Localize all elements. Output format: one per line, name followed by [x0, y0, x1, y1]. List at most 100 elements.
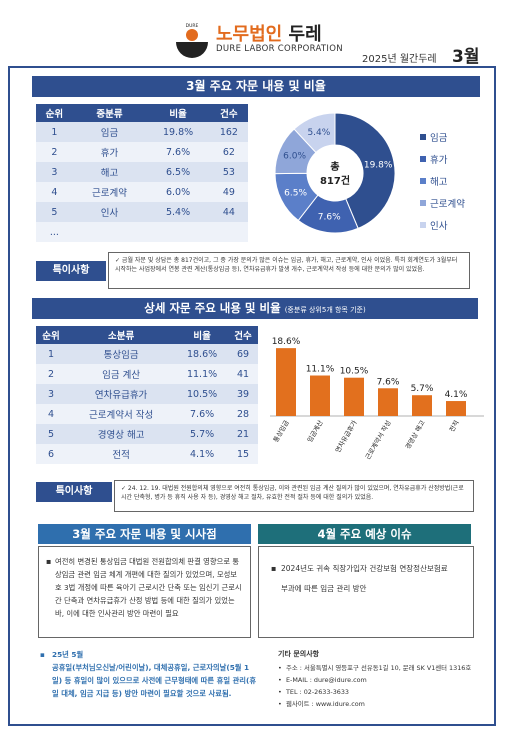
special-note-label-1: 특이사항 — [36, 261, 106, 281]
section3-title: 3월 주요 자문 내용 및 시사점 — [38, 524, 251, 544]
bar-data-label: 11.1% — [306, 365, 335, 375]
section2-title: 상세 자문 주요 내용 및 비율 (중분류 상위5개 항목 기준) — [32, 298, 478, 319]
special-note-text-2: ✓ 24. 12. 19. 대법원 전원합의체 영향으로 여전히 통상임금, 이… — [114, 480, 474, 512]
table-row: 2 휴가 7.6% 62 — [36, 142, 248, 162]
table-cell: 2 — [36, 142, 73, 162]
table-cell: 7.6% — [176, 404, 228, 424]
table-row: 3 연차유급휴가 10.5% 39 — [36, 384, 258, 404]
bar — [446, 401, 466, 416]
table-cell: 39 — [227, 384, 258, 404]
table-cell: 44 — [209, 202, 248, 222]
section4-box: ▪ 2024년도 귀속 직장가입자 건강보험 연장정산보험료 부과에 따른 임금… — [258, 546, 474, 638]
legend-label: 인사 — [430, 221, 448, 232]
table-cell: 근로계약 — [72, 182, 147, 202]
table-cell: 경영상 해고 — [66, 424, 177, 444]
table-cell: 1 — [36, 344, 66, 364]
contact-tel: TEL : 02-2633-3633 — [278, 686, 471, 698]
donut-data-label: 6.5% — [284, 189, 307, 199]
table-row: 4 근로계약 6.0% 49 — [36, 182, 248, 202]
section3-body: 여전히 변경된 통상임금 대법원 전원합의체 판결 영향으로 통상임금 관련 임… — [55, 557, 242, 618]
contact-info: 기타 문의사항 주소 : 서울특별시 영등포구 선유동1길 10, 문래 SK … — [278, 648, 471, 710]
table-cell: 6.5% — [146, 162, 210, 182]
table-cell: 6 — [36, 444, 66, 464]
donut-center-total: 817건 — [320, 174, 350, 187]
table-cell: 해고 — [72, 162, 147, 182]
table-cell: 10.5% — [176, 384, 228, 404]
table-cell: 통상임금 — [66, 344, 177, 364]
table-cell: 5 — [36, 424, 66, 444]
donut-slice — [293, 112, 336, 154]
table-cell: 3 — [36, 162, 73, 182]
table-cell: 19.8% — [146, 122, 210, 142]
bar-data-label: 10.5% — [340, 367, 369, 377]
section4-line1: 2024년도 귀속 직장가입자 건강보험 연장정산보험료 — [281, 564, 448, 573]
table-row: 6 전적 4.1% 15 — [36, 444, 258, 464]
table-cell: 7.6% — [146, 142, 210, 162]
table-row: 4 근로계약서 작성 7.6% 28 — [36, 404, 258, 424]
table-cell: 6.0% — [146, 182, 210, 202]
detail-table-header: 순위 — [36, 326, 66, 344]
table-cell: 2 — [36, 364, 66, 384]
x-tick-label: 근로계약서 작성 — [363, 418, 393, 461]
legend-item: 휴가 — [420, 148, 465, 170]
table-cell: 임금 — [72, 122, 147, 142]
section4-line2: 부과에 따른 임금 관리 방안 — [281, 584, 367, 593]
holiday-title: 25년 5월 — [52, 650, 84, 659]
bullet-icon: ▪ — [46, 557, 52, 566]
donut-slice — [334, 112, 396, 230]
table-cell: 5.7% — [176, 424, 228, 444]
logo-word: DURE — [186, 23, 199, 29]
holiday-body: 공휴일(부처님오신날/어린이날), 대체공휴일, 근로자의날(5월 1일) 등 … — [52, 663, 257, 698]
legend-swatch — [420, 200, 426, 206]
table-cell — [72, 222, 147, 242]
table-cell: 28 — [227, 404, 258, 424]
bar-data-label: 7.6% — [377, 377, 400, 387]
issue-month: 3월 — [452, 47, 480, 67]
table-cell: 5 — [36, 202, 73, 222]
legend-swatch — [420, 222, 426, 228]
table-cell: 62 — [209, 142, 248, 162]
legend-item: 인사 — [420, 214, 465, 236]
table-cell: ... — [36, 222, 73, 242]
table-cell: 53 — [209, 162, 248, 182]
bar-data-label: 5.7% — [411, 384, 434, 394]
legend-swatch — [420, 134, 426, 140]
bullet-icon: ▪ — [271, 564, 277, 573]
consult-table-header: 비율 — [146, 104, 210, 122]
consult-table-header: 건수 — [209, 104, 248, 122]
bar — [412, 395, 432, 416]
legend-label: 근로계약 — [430, 199, 465, 210]
table-row: 5 경영상 해고 5.7% 21 — [36, 424, 258, 444]
bar-data-label: 4.1% — [445, 390, 468, 400]
x-tick-label: 연차유급휴가 — [333, 418, 359, 454]
table-cell: 전적 — [66, 444, 177, 464]
legend-swatch — [420, 156, 426, 162]
table-row: 5 인사 5.4% 44 — [36, 202, 248, 222]
table-cell: 연차유급휴가 — [66, 384, 177, 404]
contact-title: 기타 문의사항 — [278, 650, 320, 658]
bar — [378, 388, 398, 416]
donut-center-label: 총 — [330, 160, 339, 173]
donut-data-label: 19.8% — [364, 160, 393, 170]
table-cell: 인사 — [72, 202, 147, 222]
table-row: 2 임금 계산 11.1% 41 — [36, 364, 258, 384]
legend-label: 해고 — [430, 177, 448, 188]
contact-email[interactable]: E-MAIL : dure@idure.com — [278, 674, 471, 686]
consult-table-header: 중분류 — [72, 104, 147, 122]
detail-table: 순위 소분류 비율 건수 1 통상임금 18.6% 69 2 임금 계산 11.1% 41 3 연차유급… — [36, 326, 258, 464]
brand-title: 노무법인 두레 — [216, 24, 322, 45]
x-tick-label: 통상임금 — [271, 418, 291, 443]
table-cell: 4.1% — [176, 444, 228, 464]
table-cell: 49 — [209, 182, 248, 202]
holiday-note: ▪ 25년 5월 공휴일(부처님오신날/어린이날), 대체공휴일, 근로자의날(… — [38, 648, 258, 700]
content-frame — [8, 66, 496, 726]
consult-table: 순위 중분류 비율 건수 1 임금 19.8% 162 2 휴가 7.6% 62 3 해고 6.5% 53 4… — [36, 104, 248, 242]
table-cell: 18.6% — [176, 344, 228, 364]
legend-label: 임금 — [430, 133, 448, 144]
contact-web[interactable]: 웹사이트 : www.idure.com — [278, 698, 471, 710]
table-cell: 5.4% — [146, 202, 210, 222]
x-tick-label: 전적 — [447, 418, 461, 433]
dure-logo-icon: DURE — [176, 23, 208, 58]
x-tick-label: 경영상 해고 — [403, 418, 427, 450]
